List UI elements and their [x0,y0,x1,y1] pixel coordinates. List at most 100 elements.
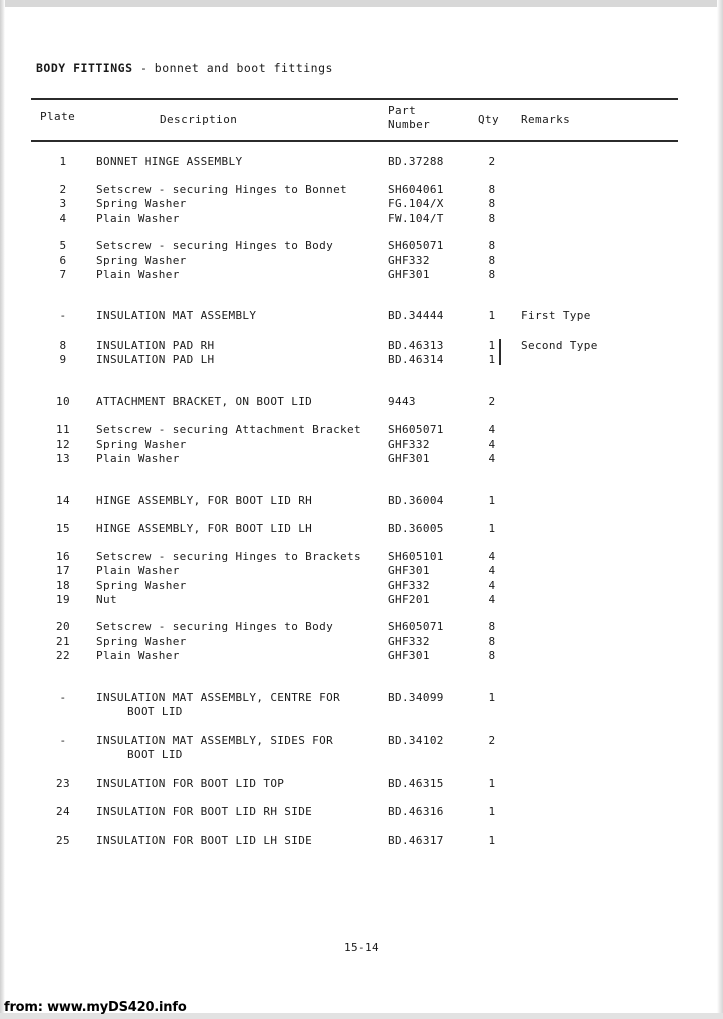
cell-description: Setscrew - securing Hinges to Body [96,620,334,633]
cell-description: Setscrew - securing Hinges to Body [96,239,334,252]
page-number: 15-14 [343,941,380,954]
cell-description: Setscrew - securing Hinges to Bonnet [96,183,348,196]
cell-qty: 1 [488,353,496,366]
cell-qty: 8 [488,212,496,225]
cell-qty: 8 [488,254,496,267]
cell-qty: 2 [488,395,496,408]
cell-part-number: FG.104/X [388,197,444,210]
cell-plate: 18 [56,579,70,592]
cell-part-number: BD.36004 [388,494,444,507]
cell-part-number: GHF301 [388,268,430,281]
cell-part-number: 9443 [388,395,416,408]
cell-description: INSULATION PAD RH [96,339,215,352]
cell-qty: 2 [488,155,496,168]
cell-plate: 11 [56,423,70,436]
cell-description: BONNET HINGE ASSEMBLY [96,155,243,168]
cell-qty: 1 [488,339,496,352]
cell-description: INSULATION FOR BOOT LID RH SIDE [96,805,313,818]
column-header-qty: Qty [478,113,500,126]
cell-part-number: GHF332 [388,438,430,451]
cell-qty: 8 [488,239,496,252]
cell-description: HINGE ASSEMBLY, FOR BOOT LID LH [96,522,313,535]
scan-right-edge [717,0,723,1019]
cell-part-number: BD.46315 [388,777,444,790]
cell-plate: 3 [59,197,67,210]
cell-qty: 4 [488,423,496,436]
cell-plate: 21 [56,635,70,648]
column-header-remarks: Remarks [521,113,571,126]
cell-part-number: BD.46313 [388,339,444,352]
cell-plate: 1 [59,155,67,168]
cell-part-number: BD.36005 [388,522,444,535]
cell-qty: 1 [488,805,496,818]
cell-plate: 2 [59,183,67,196]
page-title-subtitle: - bonnet and boot fittings [132,61,333,75]
cell-qty: 4 [488,550,496,563]
cell-part-number: GHF332 [388,579,430,592]
cell-description: Plain Washer [96,452,180,465]
cell-plate: 8 [59,339,67,352]
cell-part-number: BD.46317 [388,834,444,847]
cell-description: INSULATION PAD LH [96,353,215,366]
cell-description: Plain Washer [96,649,180,662]
cell-qty: 1 [488,834,496,847]
cell-description: HINGE ASSEMBLY, FOR BOOT LID RH [96,494,313,507]
cell-plate: 17 [56,564,70,577]
table-rule-bottom [31,140,678,142]
cell-description: Spring Washer [96,438,187,451]
cell-description: INSULATION FOR BOOT LID TOP [96,777,285,790]
cell-plate: 20 [56,620,70,633]
cell-part-number: BD.34099 [388,691,444,704]
page-title-main: BODY FITTINGS [36,61,133,75]
cell-description: Plain Washer [96,212,180,225]
cell-description: Plain Washer [96,268,180,281]
cell-plate: - [59,691,67,704]
cell-part-number: GHF301 [388,649,430,662]
cell-description: BOOT LID [127,748,183,761]
cell-remarks: Second Type [521,339,598,352]
cell-qty: 4 [488,579,496,592]
cell-qty: 1 [488,494,496,507]
page-title: BODY FITTINGS - bonnet and boot fittings [36,61,333,75]
cell-description: Spring Washer [96,197,187,210]
qty-group-brace [499,339,501,365]
cell-description: INSULATION FOR BOOT LID LH SIDE [96,834,313,847]
cell-plate: 9 [59,353,67,366]
cell-plate: 15 [56,522,70,535]
cell-plate: 13 [56,452,70,465]
scan-top-edge [0,0,723,7]
cell-plate: 23 [56,777,70,790]
cell-part-number: GHF301 [388,564,430,577]
cell-plate: - [59,734,67,747]
cell-description: Plain Washer [96,564,180,577]
cell-part-number: GHF332 [388,635,430,648]
cell-part-number: BD.46314 [388,353,444,366]
cell-part-number: SH605071 [388,423,444,436]
cell-plate: 16 [56,550,70,563]
cell-qty: 1 [488,309,496,322]
cell-plate: 12 [56,438,70,451]
cell-description: Nut [96,593,117,606]
cell-description: Spring Washer [96,635,187,648]
cell-description: Setscrew - securing Hinges to Brackets [96,550,361,563]
cell-remarks: First Type [521,309,591,322]
column-header-plate: Plate [40,110,76,123]
cell-qty: 1 [488,777,496,790]
cell-part-number: GHF332 [388,254,430,267]
cell-description: Spring Washer [96,579,187,592]
cell-description: BOOT LID [127,705,183,718]
cell-plate: 6 [59,254,67,267]
cell-part-number: FW.104/T [388,212,444,225]
cell-qty: 4 [488,438,496,451]
cell-plate: 7 [59,268,67,281]
cell-qty: 8 [488,649,496,662]
cell-qty: 8 [488,197,496,210]
cell-description: Spring Washer [96,254,187,267]
cell-description: ATTACHMENT BRACKET, ON BOOT LID [96,395,313,408]
cell-part-number: BD.46316 [388,805,444,818]
cell-plate: 14 [56,494,70,507]
cell-description: INSULATION MAT ASSEMBLY, SIDES FOR [96,734,334,747]
table-rule-top [31,98,678,100]
scan-bottom-edge [0,1013,723,1019]
